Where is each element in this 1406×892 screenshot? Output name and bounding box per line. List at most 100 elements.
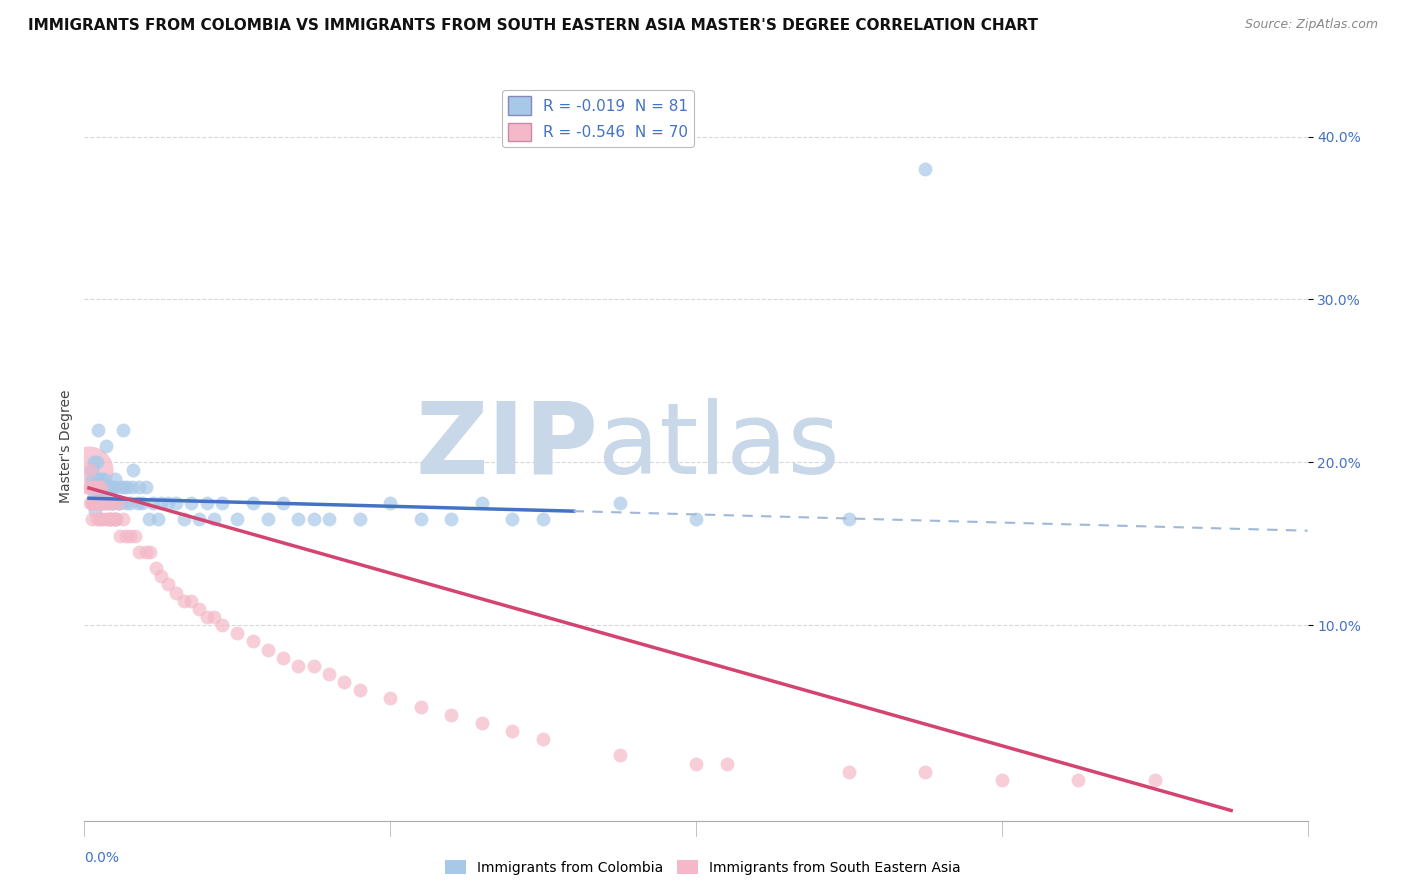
Point	[96, 496, 118, 510]
Point	[115, 480, 138, 494]
Point	[80, 512, 103, 526]
Point	[97, 496, 120, 510]
Point	[89, 512, 111, 526]
Point	[93, 496, 115, 510]
Text: atlas: atlas	[598, 398, 839, 494]
Point	[173, 593, 195, 607]
Point	[93, 488, 115, 502]
Point	[105, 512, 128, 526]
Point	[1067, 772, 1090, 787]
Point	[139, 545, 162, 559]
Point	[104, 472, 127, 486]
Point	[84, 480, 107, 494]
Point	[120, 496, 142, 510]
Point	[302, 512, 325, 526]
Y-axis label: Master's Degree: Master's Degree	[59, 389, 73, 503]
Point	[112, 480, 135, 494]
Point	[87, 488, 110, 502]
Point	[89, 480, 111, 494]
Point	[128, 480, 150, 494]
Point	[89, 496, 111, 510]
Point	[609, 748, 631, 763]
Point	[135, 480, 157, 494]
Point	[380, 496, 402, 510]
Point	[914, 764, 936, 779]
Point	[91, 496, 114, 510]
Point	[471, 496, 494, 510]
Point	[1143, 772, 1166, 787]
Legend: Immigrants from Colombia, Immigrants from South Eastern Asia: Immigrants from Colombia, Immigrants fro…	[440, 855, 966, 880]
Point	[86, 455, 108, 469]
Point	[80, 496, 103, 510]
Point	[195, 496, 218, 510]
Point	[135, 545, 157, 559]
Point	[914, 162, 936, 177]
Point	[90, 480, 112, 494]
Point	[80, 496, 103, 510]
Point	[84, 496, 107, 510]
Point	[165, 585, 187, 599]
Point	[89, 472, 111, 486]
Point	[531, 732, 554, 747]
Point	[86, 496, 108, 510]
Point	[165, 496, 187, 510]
Point	[89, 512, 111, 526]
Point	[149, 569, 172, 583]
Point	[104, 512, 127, 526]
Text: 0.0%: 0.0%	[84, 851, 120, 864]
Point	[91, 480, 114, 494]
Point	[96, 480, 118, 494]
Point	[122, 463, 145, 477]
Point	[440, 707, 463, 722]
Point	[380, 691, 402, 706]
Point	[716, 756, 738, 771]
Point	[91, 512, 114, 526]
Point	[271, 650, 294, 665]
Point	[145, 561, 167, 575]
Point	[502, 512, 524, 526]
Point	[271, 496, 294, 510]
Point	[128, 545, 150, 559]
Point	[333, 675, 356, 690]
Point	[86, 496, 108, 510]
Point	[77, 463, 100, 477]
Point	[471, 715, 494, 730]
Point	[101, 496, 124, 510]
Point	[202, 610, 225, 624]
Point	[318, 667, 340, 681]
Point	[142, 496, 165, 510]
Point	[349, 683, 371, 698]
Point	[127, 496, 149, 510]
Point	[84, 504, 107, 518]
Point	[149, 496, 172, 510]
Point	[86, 480, 108, 494]
Point	[108, 528, 131, 542]
Point	[202, 512, 225, 526]
Point	[107, 496, 129, 510]
Legend: R = -0.019  N = 81, R = -0.546  N = 70: R = -0.019 N = 81, R = -0.546 N = 70	[502, 90, 695, 147]
Point	[94, 439, 117, 453]
Point	[101, 480, 124, 494]
Point	[80, 463, 103, 477]
Point	[226, 512, 249, 526]
Point	[94, 512, 117, 526]
Text: ZIP: ZIP	[415, 398, 598, 494]
Point	[87, 423, 110, 437]
Point	[531, 512, 554, 526]
Point	[83, 480, 105, 494]
Point	[104, 480, 127, 494]
Point	[97, 512, 120, 526]
Point	[120, 528, 142, 542]
Point	[98, 512, 121, 526]
Point	[80, 480, 103, 494]
Point	[97, 480, 120, 494]
Point	[96, 496, 118, 510]
Point	[107, 496, 129, 510]
Point	[257, 642, 280, 657]
Point	[838, 512, 860, 526]
Point	[84, 472, 107, 486]
Point	[318, 512, 340, 526]
Point	[502, 724, 524, 739]
Point	[93, 472, 115, 486]
Point	[103, 496, 125, 510]
